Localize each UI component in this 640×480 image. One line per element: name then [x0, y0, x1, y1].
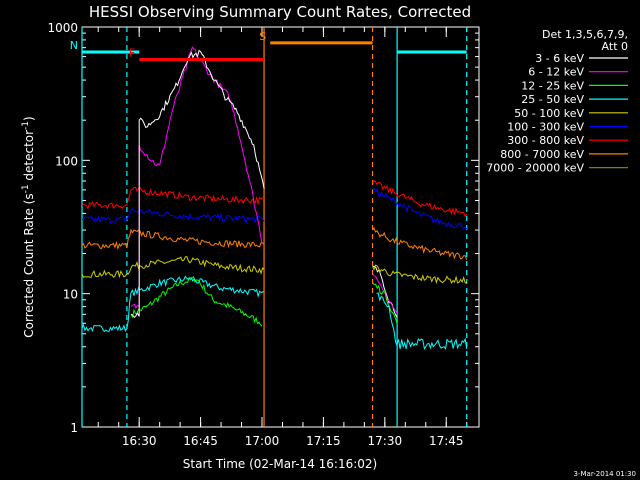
x-tick-label: 17:45 [429, 434, 464, 448]
flag-label: F [129, 47, 135, 60]
plot-frame [82, 27, 479, 427]
series-line [82, 187, 264, 208]
series-line [131, 47, 262, 308]
timestamp: 3-Mar-2014 01:30 [574, 470, 636, 478]
flag-label: N [70, 39, 78, 52]
chart-title: HESSI Observing Summary Count Rates, Cor… [89, 3, 471, 21]
legend-label: 300 - 800 keV [507, 134, 584, 147]
count-rate-chart: HESSI Observing Summary Count Rates, Cor… [0, 0, 640, 480]
series-line [82, 257, 264, 278]
series-line-after-gap [373, 181, 467, 217]
legend-label: 25 - 50 keV [521, 93, 584, 106]
series-line-after-gap [373, 274, 398, 313]
x-tick-label: 16:30 [122, 434, 157, 448]
series-line [82, 209, 264, 223]
y-tick-label: 1 [70, 421, 78, 435]
series-line [82, 276, 264, 331]
series-line [82, 230, 264, 249]
legend-label: 12 - 25 keV [521, 79, 584, 92]
x-tick-label: 17:30 [368, 434, 403, 448]
legend-label: 50 - 100 keV [514, 107, 584, 120]
flag-label: S [259, 30, 266, 43]
series-line-after-gap [373, 265, 467, 283]
y-tick-label: 100 [55, 154, 78, 168]
y-tick-label: 1000 [47, 21, 78, 35]
x-tick-label: 17:00 [245, 434, 280, 448]
series-line-after-gap [373, 228, 467, 260]
legend-label: 3 - 6 keV [535, 52, 584, 65]
x-axis-title: Start Time (02-Mar-14 16:16:02) [183, 457, 377, 471]
series-line [131, 51, 264, 318]
y-axis-title: Corrected Count Rate (s-1 detector-1) [21, 116, 36, 337]
legend-label: 7000 - 20000 keV [486, 162, 584, 175]
y-tick-label: 10 [63, 288, 78, 302]
legend-label: 100 - 300 keV [507, 121, 584, 134]
legend-label: 800 - 7000 keV [500, 148, 584, 161]
legend-title-line-2: Att 0 [602, 40, 628, 53]
series-line-tail [397, 339, 467, 349]
legend-label: 6 - 12 keV [528, 66, 584, 79]
x-tick-label: 16:45 [183, 434, 218, 448]
x-tick-label: 17:15 [306, 434, 341, 448]
